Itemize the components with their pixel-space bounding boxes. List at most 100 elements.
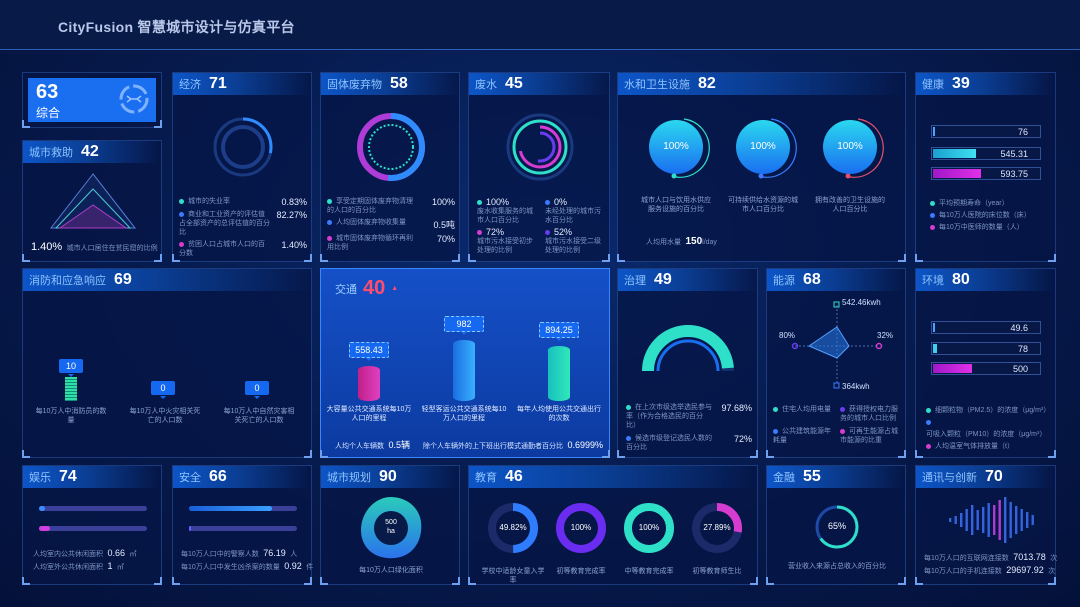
wave-bar: [971, 505, 974, 535]
progress-track: [189, 526, 297, 531]
cylinder-bar: [453, 340, 475, 401]
usage-value: 150: [685, 236, 703, 247]
panel-finance[interactable]: 金融 55 65% 营业收入来源占总收入的百分比: [766, 465, 906, 585]
wave-bar: [982, 507, 985, 533]
ring-fill: [692, 503, 742, 553]
item-unit: 人: [290, 551, 298, 558]
item-value: 0.5吨: [433, 220, 455, 230]
item-value: 0%: [554, 197, 568, 207]
finance-caption: 营业收入来源占总收入的百分比: [788, 563, 886, 570]
wave-bar: [987, 503, 990, 537]
item-text: 废水收集服务的城市人口百分比: [477, 208, 533, 224]
ring-fill: [488, 503, 538, 553]
panel-title: 娱乐: [29, 472, 51, 484]
panel-score: 66: [209, 468, 227, 485]
panel-health[interactable]: 健康 39 76 545.31 593.75 平均预期寿命（year） 每10万人…: [915, 72, 1056, 262]
panel-score: 46: [505, 468, 523, 485]
item-text: 城市污水接受二级处理的比例: [545, 238, 601, 254]
item-text: 未经处理的城市污水百分比: [545, 208, 601, 224]
panel-score: 45: [505, 75, 523, 92]
legend-text: 获得授权电力服务的城市人口比例: [840, 406, 898, 422]
dot-icon: [327, 219, 332, 225]
panel-governance[interactable]: 治理 49 在上次市级选举选民参与率（作为合格选民的百分比） 97.68% 候选市级…: [617, 268, 758, 458]
legend-item: 每10万人医院的床位数（床）: [930, 210, 1031, 222]
panel-title: 城市救助: [29, 147, 73, 159]
panel-score: 80: [952, 271, 970, 288]
bar-fill: [39, 506, 46, 511]
dot-icon: [327, 235, 332, 241]
top-bar: CityFusion 智慧城市设计与仿真平台: [0, 0, 1080, 50]
panel-fire-emergency[interactable]: 消防和应急响应 69 10 每10万人中消防员的数量 0 每10万人中火灾相关死亡…: [22, 268, 312, 458]
panel-economy[interactable]: 经济 71 城市的失业率 0.83% 商业和工业资产的评估值占全部资产的总评估值的百…: [172, 72, 312, 262]
water-ball-icon: [736, 118, 797, 179]
legend-text: 每10万中医师的数量（人）: [939, 224, 1024, 231]
panel-title: 教育: [475, 472, 497, 484]
item-text: 每10万人口中的警察人数: [181, 551, 259, 558]
panel-education[interactable]: 教育 46 49.82% 学校中适龄女童入学率 100% 初等教育完成率 100% 中等教育…: [468, 465, 758, 585]
legend-text: 每10万人医院的床位数（床）: [939, 212, 1031, 219]
item-value: 100%: [431, 197, 455, 207]
usage-label: 人均用水量: [646, 239, 681, 246]
bar-value: 500: [1012, 364, 1028, 374]
ring-value: 100%: [638, 523, 660, 532]
item-value: 70%: [436, 234, 455, 244]
footer-value: 0.5辆: [388, 440, 410, 450]
dot-icon: [545, 200, 550, 206]
traffic-footer-1: 人均个人车辆数 0.5辆: [335, 435, 410, 453]
education-ring: 100% 中等教育完成率: [617, 502, 681, 576]
ring-fill: [624, 503, 674, 553]
environment-bar: 49.6: [931, 321, 1041, 334]
water-caption: 可持续供给水资源的城市人口百分比: [728, 197, 798, 213]
ring-value: 27.89%: [703, 523, 731, 532]
wave-bar: [998, 500, 1001, 540]
panel-title: 固体废弃物: [327, 79, 382, 91]
wave-bar: [1026, 512, 1029, 528]
item-value: 29697.92: [1006, 565, 1044, 575]
bar-value: 76: [1017, 127, 1028, 137]
panel-wastewater[interactable]: 废水 45 100% 废水收集服务的城市人口百分比 0% 未经处理的城市污水百分比 7…: [468, 72, 610, 262]
panel-city-aid[interactable]: 城市救助 42 1.40% 城市人口居住在贫民窟的比例: [22, 140, 162, 262]
dot-icon: [179, 241, 184, 247]
dot-icon: [477, 200, 482, 206]
sound-wave-icon: [949, 497, 1034, 543]
item-text: 人均固体废弃物收集量: [336, 219, 406, 226]
panel-score: 55: [803, 468, 821, 485]
summary-card[interactable]: 63 综合: [22, 72, 162, 128]
hexagon-network-icon: [119, 84, 149, 114]
panel-recreation[interactable]: 娱乐 74 人均室内公共休闲面积 0.66 ㎡ 人均室外公共休闲面积 1 ㎡: [22, 465, 162, 585]
bar-fill: [189, 506, 273, 511]
item-text: 人均室内公共休闲面积: [33, 551, 103, 558]
progress-track: [39, 506, 147, 511]
item-value: 0.66: [107, 548, 125, 558]
panel-urban-planning[interactable]: 城市规划 90 500 ha 每10万人口绿化面积: [320, 465, 460, 585]
panel-traffic[interactable]: 交通 40 ▲ 558.43 大容量公共交通系统每10万人口的里程 982 轻型客运公共交…: [320, 268, 610, 458]
panel-title: 消防和应急响应: [29, 275, 106, 287]
panel-title: 治理: [624, 275, 646, 287]
list-item: 城市固体废弃物循环再利用比例 70%: [327, 234, 455, 252]
item-caption: 每10万人中火灾相关死亡的人口数: [129, 408, 201, 424]
panel-solid-waste[interactable]: 固体废弃物 58 享受定期固体废弃物清理的人口的百分比 100% 人均固体废弃物收集…: [320, 72, 460, 262]
wave-bar: [1009, 502, 1012, 538]
wave-bar: [1004, 497, 1007, 543]
radar-label-bottom: 364kwh: [842, 382, 870, 391]
education-ring: 100% 初等教育完成率: [549, 502, 613, 576]
wastewater-ring-chart: [506, 113, 574, 181]
bar-fill: [933, 344, 938, 353]
wave-bar: [949, 518, 952, 522]
item-value: 7013.78: [1013, 552, 1046, 562]
legend-item: 人均温室气体排放量（t）: [926, 441, 1055, 453]
panel-water-sanitation[interactable]: 水和卫生设施 82 100% 城市人口与饮用水供应服务设施的百分比 100% 可持续供给…: [617, 72, 906, 262]
traffic-footer-2: 除个人车辆外的上下班出行模式通勤者百分比 0.6999%: [423, 435, 603, 453]
item-value: 72%: [486, 227, 505, 237]
cylinder-bar: [358, 366, 380, 401]
panel-score: 70: [985, 468, 1003, 485]
panel-telecom-innovation[interactable]: 通讯与创新 70 每10万人口的互联网连接数 7013.78 次 每10万人口的手…: [915, 465, 1057, 585]
water-ball-icon: [823, 118, 884, 179]
panel-energy[interactable]: 能源 68 542.46kwh 32% 364kwh 80% 住宅人均用电量 获得…: [766, 268, 906, 458]
list-item: 72% 城市污水接受初步处理的比例: [477, 227, 539, 255]
pyramid-chart: [49, 173, 137, 229]
panel-environment[interactable]: 环境 80 49.6 78 500 细颗粒物（PM2.5）的浓度（μg/m³） 可…: [915, 268, 1056, 458]
value-tag: 894.25: [539, 322, 579, 341]
panel-safety[interactable]: 安全 66 每10万人口中的警察人数 76.19 人 每10万人口中发生凶杀案的数…: [172, 465, 313, 585]
bar-value: 49.6: [1010, 323, 1028, 333]
